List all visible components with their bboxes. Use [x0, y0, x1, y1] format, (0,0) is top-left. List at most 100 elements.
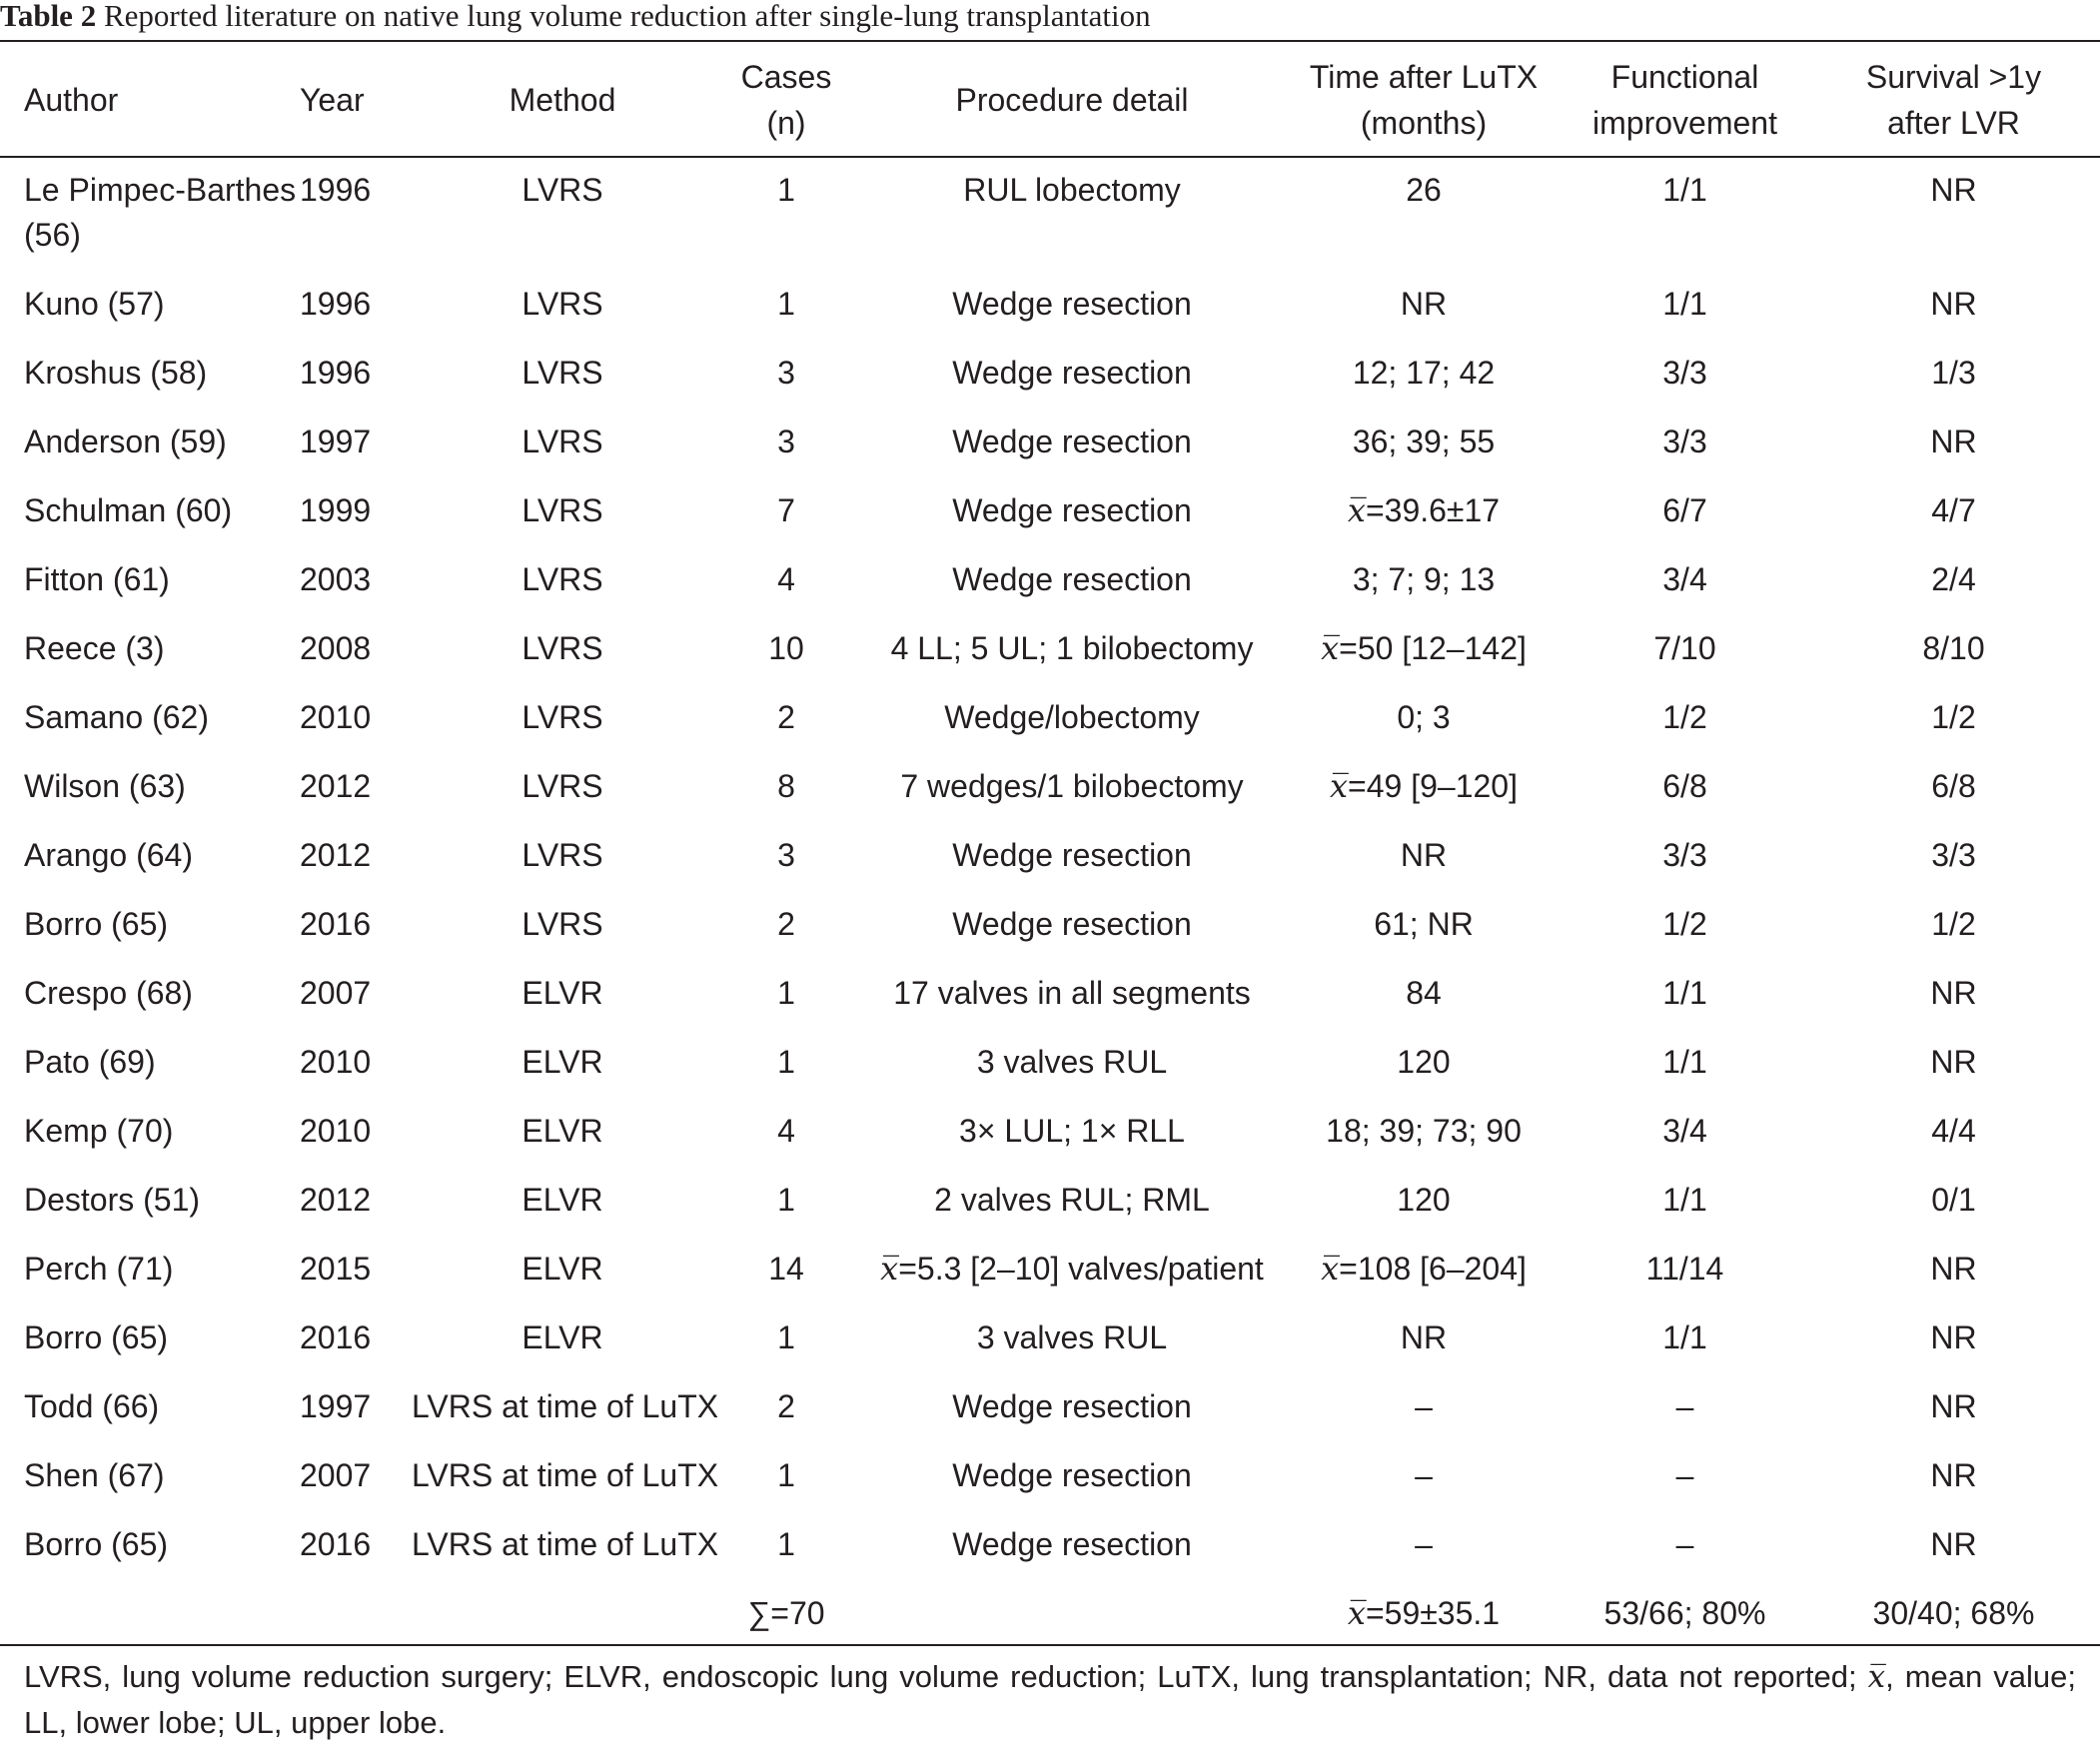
- cell-procedure: [859, 1577, 1285, 1646]
- cell-procedure: Wedge resection: [952, 1457, 1192, 1493]
- cell-time: 120: [1397, 1182, 1451, 1218]
- cell-author: Kuno (57): [24, 286, 165, 322]
- cell-method: LVRS: [522, 492, 603, 528]
- cell-functional: 53/66; 80%: [1603, 1595, 1766, 1631]
- cell-method: [412, 1577, 713, 1646]
- cell-functional: 1/2: [1662, 906, 1707, 942]
- cell-cases: 1: [777, 1526, 795, 1562]
- cell-time: x̅=49 [9–120]: [1330, 767, 1518, 805]
- cell-survival: 6/8: [1931, 768, 1976, 804]
- cell-year: 1999: [300, 492, 372, 528]
- cell-author: Anderson (59): [24, 424, 227, 459]
- table-footnote: LVRS, lung volume reduction surgery; ELV…: [24, 1659, 2076, 1740]
- cell-survival: 0/1: [1931, 1182, 1976, 1218]
- cell-author: Shen (67): [24, 1457, 165, 1493]
- cell-functional: 1/1: [1662, 172, 1707, 208]
- cell-functional: 3/3: [1662, 837, 1707, 873]
- cell-cases: 1: [777, 975, 795, 1011]
- cell-method: LVRS: [522, 172, 603, 208]
- cell-year: 1997: [300, 1388, 372, 1424]
- cell-survival: 4/7: [1931, 492, 1976, 528]
- cell-functional: –: [1675, 1388, 1694, 1424]
- cell-method: LVRS: [522, 768, 603, 804]
- cell-cases: 2: [777, 699, 795, 735]
- cell-procedure: 2 valves RUL; RML: [934, 1182, 1210, 1218]
- cell-cases: 4: [777, 561, 795, 597]
- cell-time: –: [1415, 1457, 1433, 1493]
- cell-functional: 3/3: [1662, 424, 1707, 459]
- cell-survival: NR: [1930, 1251, 1977, 1287]
- table-title: Reported literature on native lung volum…: [103, 0, 1151, 33]
- cell-author: Perch (71): [24, 1251, 174, 1287]
- cell-survival: NR: [1930, 1044, 1977, 1080]
- cell-method: LVRS: [522, 837, 603, 873]
- cell-author: Crespo (68): [24, 975, 193, 1011]
- cell-cases: 3: [777, 355, 795, 391]
- cell-year: 2016: [300, 906, 372, 942]
- cell-survival: 1/2: [1931, 906, 1976, 942]
- table-row: Kroshus (58) 1996 LVRS 3 Wedge resection 12; …: [0, 337, 2100, 406]
- cell-year: 2008: [300, 630, 372, 666]
- header-author: Author: [24, 82, 119, 118]
- cell-procedure: Wedge resection: [952, 837, 1192, 873]
- cell-method: LVRS: [522, 699, 603, 735]
- cell-time: NR: [1400, 837, 1448, 873]
- cell-procedure: Wedge resection: [952, 286, 1192, 322]
- cell-method: LVRS: [522, 355, 603, 391]
- cell-cases: 1: [777, 1044, 795, 1080]
- cell-cases: 8: [777, 768, 795, 804]
- cell-cases: 1: [777, 1457, 795, 1493]
- table-row: Schulman (60) 1999 LVRS 7 Wedge resection x̅=…: [0, 474, 2100, 543]
- cell-author: Pato (69): [24, 1044, 156, 1080]
- header-cases: Cases (n): [740, 59, 832, 141]
- cell-procedure: 3 valves RUL: [976, 1319, 1168, 1355]
- cell-author: Kemp (70): [24, 1113, 174, 1149]
- cell-survival: NR: [1930, 1457, 1977, 1493]
- cell-author: Schulman (60): [24, 492, 233, 528]
- cell-year: 2010: [300, 1044, 372, 1080]
- cell-cases: 10: [768, 630, 804, 666]
- cell-cases: 1: [777, 172, 795, 208]
- header-survival: Survival >1y after LVR: [1865, 59, 2042, 141]
- table-row: Shen (67) 2007 LVRS at time of LuTX 1 Wedge …: [0, 1439, 2100, 1508]
- cell-author: Todd (66): [24, 1388, 160, 1424]
- cell-year: 2012: [300, 1182, 372, 1218]
- cell-functional: 1/1: [1662, 1182, 1707, 1218]
- cell-year: 2016: [300, 1319, 372, 1355]
- cell-survival: NR: [1930, 1526, 1977, 1562]
- cell-time: 18; 39; 73; 90: [1326, 1113, 1522, 1149]
- literature-table: Author Year Method Cases (n) Procedure de…: [0, 46, 2100, 1646]
- table-caption: Table 2 Reported literature on native lu…: [0, 0, 2100, 40]
- cell-time: –: [1415, 1526, 1433, 1562]
- cell-survival: 4/4: [1931, 1113, 1976, 1149]
- cell-method: LVRS: [522, 424, 603, 459]
- table-row: Pato (69) 2010 ELVR 1 3 valves RUL 120 1/1 NR: [0, 1026, 2100, 1095]
- table-label: Table 2: [0, 0, 97, 33]
- table-row: Wilson (63) 2012 LVRS 8 7 wedges/1 bilobecto…: [0, 750, 2100, 819]
- cell-survival: 2/4: [1931, 561, 1976, 597]
- cell-method: LVRS at time of LuTX: [412, 1388, 719, 1424]
- cell-time: 84: [1406, 975, 1442, 1011]
- cell-functional: 3/3: [1662, 355, 1707, 391]
- cell-author: [0, 1577, 300, 1646]
- cell-year: 2010: [300, 699, 372, 735]
- table-row: Todd (66) 1997 LVRS at time of LuTX 2 Wedge …: [0, 1370, 2100, 1439]
- cell-year: 2015: [300, 1251, 372, 1287]
- cell-procedure: RUL lobectomy: [963, 172, 1181, 208]
- cell-functional: 1/1: [1662, 286, 1707, 322]
- cell-functional: 6/7: [1662, 492, 1707, 528]
- cell-year: 2003: [300, 561, 372, 597]
- header-procedure: Procedure detail: [955, 82, 1189, 118]
- cell-method: LVRS at time of LuTX: [412, 1526, 719, 1562]
- cell-author: Samano (62): [24, 699, 209, 735]
- cell-year: 1996: [300, 355, 372, 391]
- cell-method: ELVR: [522, 1044, 603, 1080]
- cell-cases: 2: [777, 1388, 795, 1424]
- cell-functional: 3/4: [1662, 1113, 1707, 1149]
- cell-year: 2007: [300, 1457, 372, 1493]
- cell-survival: NR: [1930, 975, 1977, 1011]
- cell-year: 1996: [300, 286, 372, 322]
- cell-procedure: Wedge resection: [952, 492, 1192, 528]
- cell-functional: –: [1675, 1526, 1694, 1562]
- cell-author: Fitton (61): [24, 561, 170, 597]
